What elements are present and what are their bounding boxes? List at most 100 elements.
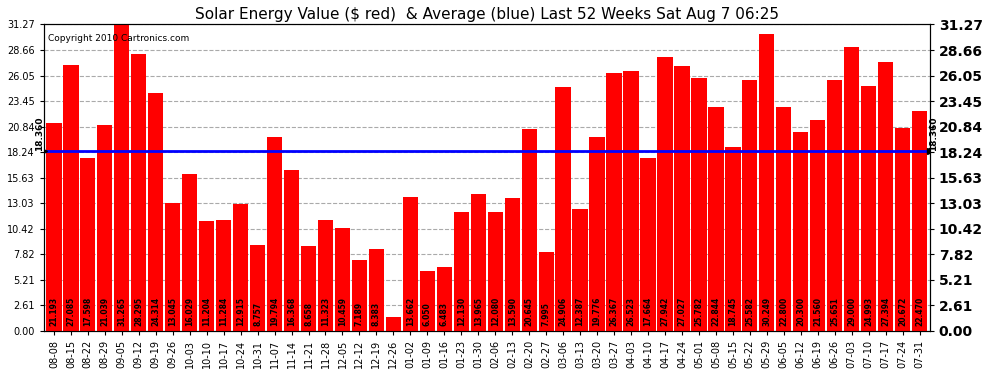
Text: 29.000: 29.000: [847, 297, 856, 326]
Text: 26.523: 26.523: [627, 297, 636, 326]
Text: 22.470: 22.470: [915, 297, 924, 326]
Text: 17.598: 17.598: [83, 297, 92, 326]
Text: 16.368: 16.368: [287, 297, 296, 326]
Bar: [199, 221, 214, 331]
Text: 28.295: 28.295: [135, 297, 144, 326]
Bar: [539, 252, 553, 331]
Text: 8.757: 8.757: [253, 302, 262, 326]
Text: 18.360: 18.360: [35, 116, 45, 151]
Bar: [505, 198, 520, 331]
Bar: [233, 204, 248, 331]
Text: 11.204: 11.204: [202, 297, 211, 326]
Bar: [114, 24, 130, 331]
Bar: [318, 220, 333, 331]
Text: 22.844: 22.844: [712, 297, 721, 326]
Bar: [589, 137, 605, 331]
Bar: [47, 123, 61, 331]
Text: 21.039: 21.039: [100, 297, 109, 326]
Text: 6.483: 6.483: [440, 302, 448, 326]
Bar: [522, 129, 537, 331]
Bar: [776, 107, 791, 331]
Text: 25.782: 25.782: [694, 297, 704, 326]
Text: 27.027: 27.027: [677, 296, 686, 326]
Bar: [165, 203, 180, 331]
Bar: [80, 158, 95, 331]
Text: 22.800: 22.800: [779, 297, 788, 326]
Text: 27.394: 27.394: [881, 297, 890, 326]
Text: 20.300: 20.300: [796, 297, 805, 326]
Bar: [674, 66, 690, 331]
Bar: [403, 197, 418, 331]
Text: 13.590: 13.590: [508, 297, 517, 326]
Text: 25.582: 25.582: [745, 297, 754, 326]
Text: 11.323: 11.323: [321, 297, 330, 326]
Text: 12.080: 12.080: [491, 297, 500, 326]
Text: 21.560: 21.560: [813, 297, 823, 326]
Text: 30.249: 30.249: [762, 297, 771, 326]
Bar: [878, 63, 893, 331]
Bar: [63, 66, 78, 331]
Text: 12.915: 12.915: [237, 297, 246, 326]
Text: 27.085: 27.085: [66, 297, 75, 326]
Bar: [148, 93, 163, 331]
Text: 19.794: 19.794: [270, 297, 279, 326]
Bar: [624, 71, 639, 331]
Bar: [759, 34, 774, 331]
Text: 31.265: 31.265: [117, 297, 127, 326]
Bar: [437, 267, 452, 331]
Text: 11.284: 11.284: [219, 297, 228, 326]
Bar: [726, 147, 741, 331]
Bar: [488, 212, 503, 331]
Bar: [267, 137, 282, 331]
Text: 13.965: 13.965: [474, 297, 483, 326]
Bar: [742, 80, 757, 331]
Bar: [810, 120, 826, 331]
Bar: [301, 246, 316, 331]
Bar: [97, 124, 113, 331]
Text: 6.050: 6.050: [423, 302, 432, 326]
Text: 7.995: 7.995: [542, 302, 550, 326]
Text: 24.993: 24.993: [864, 297, 873, 326]
Text: 8.658: 8.658: [304, 302, 313, 326]
Text: 16.029: 16.029: [185, 297, 194, 326]
Text: 8.383: 8.383: [372, 302, 381, 326]
Text: 24.906: 24.906: [558, 297, 567, 326]
Text: 20.645: 20.645: [525, 297, 534, 326]
Text: 12.387: 12.387: [575, 296, 585, 326]
Bar: [453, 212, 469, 331]
Text: 13.045: 13.045: [168, 297, 177, 326]
Bar: [572, 209, 588, 331]
Bar: [641, 158, 655, 331]
Text: 17.664: 17.664: [644, 297, 652, 326]
Text: 7.189: 7.189: [355, 302, 364, 326]
Bar: [827, 80, 842, 331]
Text: 18.360: 18.360: [930, 116, 939, 151]
Bar: [691, 78, 707, 331]
Text: 20.672: 20.672: [898, 297, 907, 326]
Text: Copyright 2010 Cartronics.com: Copyright 2010 Cartronics.com: [49, 34, 189, 43]
Text: 13.662: 13.662: [406, 297, 415, 326]
Bar: [182, 174, 197, 331]
Text: 18.745: 18.745: [729, 297, 738, 326]
Text: 27.942: 27.942: [660, 297, 669, 326]
Bar: [912, 111, 928, 331]
Bar: [793, 132, 809, 331]
Bar: [420, 272, 435, 331]
Bar: [369, 249, 384, 331]
Bar: [895, 128, 910, 331]
Bar: [216, 220, 232, 331]
Bar: [607, 72, 622, 331]
Text: 19.776: 19.776: [593, 296, 602, 326]
Bar: [470, 194, 486, 331]
Text: 25.651: 25.651: [831, 297, 840, 326]
Text: 21.193: 21.193: [50, 297, 58, 326]
Bar: [284, 170, 299, 331]
Bar: [844, 47, 859, 331]
Bar: [249, 245, 265, 331]
Bar: [131, 54, 147, 331]
Text: 26.367: 26.367: [610, 297, 619, 326]
Bar: [657, 57, 672, 331]
Bar: [861, 86, 876, 331]
Bar: [351, 260, 367, 331]
Text: 12.130: 12.130: [456, 297, 465, 326]
